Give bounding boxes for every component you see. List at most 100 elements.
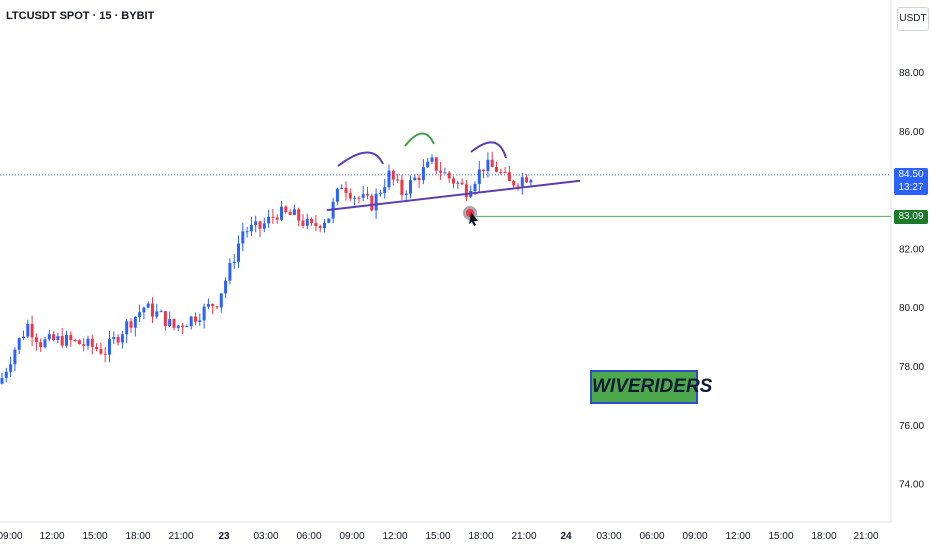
- candle-body: [426, 161, 430, 168]
- candle-body: [529, 180, 533, 183]
- candle-body: [344, 187, 348, 194]
- candle-body: [366, 194, 369, 196]
- candle-body: [460, 182, 464, 185]
- candle-body: [310, 218, 314, 223]
- y-tick-label: 80.00: [899, 303, 924, 314]
- x-tick-label: 03:00: [596, 531, 621, 542]
- candle-body: [335, 188, 339, 202]
- candle-body: [249, 225, 253, 232]
- candle-body: [176, 325, 180, 328]
- x-tick-label: 03:00: [253, 531, 278, 542]
- candle-body: [194, 316, 197, 322]
- candle-body: [34, 337, 38, 343]
- candle-body: [301, 220, 305, 226]
- candle-body: [90, 338, 94, 347]
- candle-body: [430, 157, 434, 162]
- candle-body: [181, 325, 185, 328]
- candle-body: [159, 311, 163, 313]
- trendline[interactable]: [326, 179, 581, 212]
- x-tick-label: 15:00: [82, 531, 107, 542]
- candle-body: [86, 338, 90, 346]
- right-shoulder-arc[interactable]: [470, 141, 507, 159]
- candle-body: [73, 339, 77, 341]
- candle-body: [95, 346, 99, 350]
- candle-body: [417, 177, 421, 181]
- candle-body: [297, 209, 301, 221]
- candle-body: [52, 334, 56, 341]
- candle-body: [237, 243, 240, 262]
- candle-body: [486, 159, 490, 171]
- candle-body: [202, 306, 206, 321]
- candle-body: [495, 167, 498, 172]
- candle-body: [245, 231, 249, 233]
- candle-body: [456, 182, 460, 184]
- y-tick-label: 86.00: [899, 127, 924, 138]
- y-tick-label: 74.00: [899, 480, 924, 491]
- candle-body: [116, 337, 120, 343]
- candle-body: [443, 172, 447, 174]
- level-price-tag: 83.09: [894, 210, 928, 224]
- candle-body: [275, 217, 279, 220]
- x-tick-label: 09:00: [682, 531, 707, 542]
- candle-body: [305, 218, 309, 226]
- candle-body: [340, 187, 344, 189]
- candle-body: [271, 216, 275, 218]
- candle-body: [503, 172, 507, 174]
- candle-body: [125, 321, 129, 335]
- candle-body: [383, 187, 387, 193]
- head-arc[interactable]: [404, 132, 435, 147]
- candle-body: [413, 177, 417, 181]
- candle-body: [370, 195, 374, 211]
- candle-body: [525, 177, 529, 183]
- candle-body: [219, 293, 223, 308]
- x-tick-label: 21:00: [511, 531, 536, 542]
- currency-button[interactable]: USDT: [897, 7, 929, 31]
- y-tick-label: 78.00: [899, 362, 924, 373]
- candle-body: [292, 209, 296, 215]
- candle-body: [151, 303, 154, 317]
- candle-body: [39, 342, 43, 348]
- x-tick-label: 09:00: [0, 531, 23, 542]
- candle-body: [452, 178, 455, 184]
- candle-body: [155, 311, 159, 317]
- candle-body: [65, 334, 68, 346]
- candle-body: [447, 172, 451, 179]
- candle-body: [26, 323, 30, 337]
- candle-body: [482, 169, 486, 171]
- candle-body: [206, 304, 210, 307]
- candle-body: [507, 172, 511, 182]
- candle-body: [142, 307, 146, 313]
- candle-body: [241, 231, 245, 244]
- candle-body: [43, 339, 47, 348]
- x-tick-label: 18:00: [468, 531, 493, 542]
- time-axis[interactable]: 09:00 12:00 15:00 18:00 21:00 23 03:00 06:00 09:…: [0, 531, 879, 542]
- candle-body: [138, 312, 142, 317]
- candle-body: [512, 181, 516, 186]
- candle-body: [378, 192, 382, 194]
- candle-body: [30, 323, 34, 338]
- candle-body: [198, 320, 202, 322]
- x-tick-label: 12:00: [725, 531, 750, 542]
- candle-body: [254, 221, 258, 226]
- candle-body: [353, 197, 357, 199]
- candle-body: [284, 206, 288, 212]
- alert-marker-icon[interactable]: [463, 206, 478, 226]
- watermark-badge: WIVERIDERS: [590, 370, 712, 404]
- candle-body: [434, 157, 438, 171]
- x-tick-label: 23: [218, 531, 230, 542]
- last-price-value: 84.50: [898, 169, 924, 180]
- candlestick-series: [0, 151, 533, 385]
- left-shoulder-arc[interactable]: [337, 151, 384, 167]
- candle-body: [267, 216, 271, 224]
- candle-body: [0, 377, 4, 384]
- candle-body: [400, 179, 404, 195]
- candle-body: [215, 306, 219, 308]
- candle-body: [99, 349, 103, 354]
- candle-body: [473, 183, 477, 192]
- candle-body: [232, 261, 236, 264]
- candle-body: [146, 303, 150, 308]
- candle-body: [391, 170, 395, 180]
- level-price-value: 83.09: [898, 211, 924, 222]
